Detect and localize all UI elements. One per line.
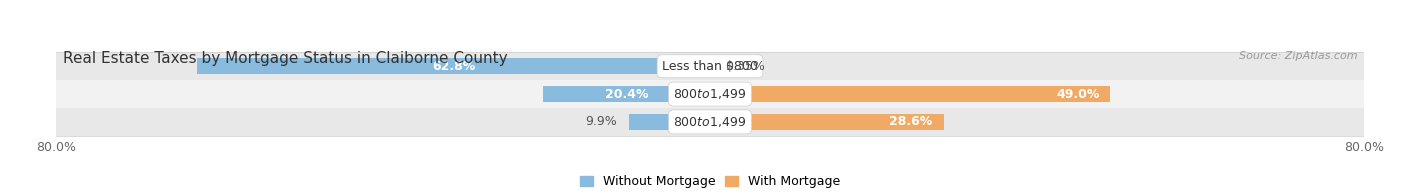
Text: $800 to $1,499: $800 to $1,499 <box>673 115 747 129</box>
Bar <box>56 80 1364 108</box>
Text: 28.6%: 28.6% <box>890 115 932 128</box>
Text: 9.9%: 9.9% <box>585 115 617 128</box>
Bar <box>197 58 710 74</box>
Bar <box>56 108 1364 136</box>
Bar <box>628 114 710 130</box>
Text: Less than $800: Less than $800 <box>662 60 758 73</box>
Text: 62.8%: 62.8% <box>432 60 475 73</box>
Bar <box>710 86 1111 102</box>
Text: Real Estate Taxes by Mortgage Status in Claiborne County: Real Estate Taxes by Mortgage Status in … <box>63 51 508 66</box>
Legend: Without Mortgage, With Mortgage: Without Mortgage, With Mortgage <box>575 170 845 193</box>
Text: 0.35%: 0.35% <box>725 60 765 73</box>
Text: 49.0%: 49.0% <box>1056 88 1099 101</box>
Bar <box>710 58 713 74</box>
Text: $800 to $1,499: $800 to $1,499 <box>673 87 747 101</box>
Bar <box>543 86 710 102</box>
Bar <box>710 114 943 130</box>
Text: 20.4%: 20.4% <box>605 88 648 101</box>
Bar <box>56 52 1364 80</box>
Text: Source: ZipAtlas.com: Source: ZipAtlas.com <box>1239 51 1357 61</box>
